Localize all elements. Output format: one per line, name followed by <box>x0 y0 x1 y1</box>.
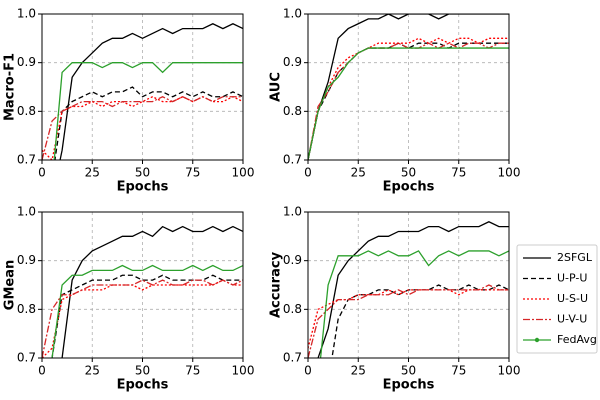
line-series <box>59 23 243 160</box>
legend-label: U-V-U <box>557 313 587 326</box>
y-tick-label: 0.8 <box>17 302 36 316</box>
panel: 0.7 0.8 0.9 1.0 0 25 50 75 100 Epochs Accuracy <box>269 205 521 393</box>
x-tick-label: 25 <box>351 364 366 378</box>
x-tick-label: 50 <box>135 166 150 180</box>
y-tick-label: 0.9 <box>17 253 36 267</box>
y-tick-label: 0.7 <box>283 351 302 365</box>
line-series <box>42 279 243 358</box>
y-axis-label: Accuracy <box>269 251 284 318</box>
y-tick-label: 1.0 <box>283 7 302 21</box>
x-axis-label: Epochs <box>117 180 169 195</box>
legend-label: U-P-U <box>557 272 587 285</box>
line-series <box>319 250 509 358</box>
y-axis-label: AUC <box>269 72 284 102</box>
line-series <box>61 225 243 358</box>
y-tick-label: 0.8 <box>17 104 36 118</box>
x-tick-label: 100 <box>232 364 255 378</box>
panel: 0.7 0.8 0.9 1.0 0 25 50 75 100 Epochs GMean <box>3 205 255 393</box>
y-tick-label: 0.8 <box>283 104 302 118</box>
x-tick-label: 100 <box>498 166 521 180</box>
line-series <box>42 96 243 160</box>
line-series <box>42 279 243 358</box>
panel: 0.7 0.8 0.9 1.0 0 25 50 75 100 Epochs AUC <box>269 7 521 195</box>
line-series <box>317 221 509 358</box>
y-tick-label: 1.0 <box>17 205 36 219</box>
x-tick-label: 50 <box>401 364 416 378</box>
plot-frame <box>307 13 510 161</box>
x-tick-label: 75 <box>451 364 466 378</box>
y-tick-label: 0.7 <box>283 153 302 167</box>
y-tick-label: 1.0 <box>283 205 302 219</box>
y-tick-label: 1.0 <box>17 7 36 21</box>
x-tick-label: 0 <box>304 166 312 180</box>
line-series <box>51 264 243 358</box>
line-series <box>308 284 509 358</box>
legend-label: U-S-U <box>557 292 588 305</box>
line-series <box>308 37 509 160</box>
y-tick-label: 0.7 <box>17 153 36 167</box>
line-series <box>308 47 509 160</box>
x-tick-label: 50 <box>135 364 150 378</box>
line-series <box>54 86 243 160</box>
x-tick-label: 75 <box>185 166 200 180</box>
y-axis-label: GMean <box>3 260 18 310</box>
legend-label: FedAvg <box>557 333 597 346</box>
x-axis-label: Epochs <box>117 378 169 393</box>
x-tick-label: 25 <box>85 166 100 180</box>
plot-frame <box>307 211 510 359</box>
x-tick-label: 75 <box>451 166 466 180</box>
x-tick-label: 25 <box>85 364 100 378</box>
legend-label: 2SFGL <box>557 251 593 264</box>
x-tick-label: 0 <box>304 364 312 378</box>
x-tick-label: 25 <box>351 166 366 180</box>
x-tick-label: 100 <box>232 166 255 180</box>
y-tick-label: 0.9 <box>283 253 302 267</box>
y-tick-label: 0.9 <box>17 55 36 69</box>
x-tick-label: 50 <box>401 166 416 180</box>
x-axis-label: Epochs <box>383 180 435 195</box>
y-axis-label: Macro-F1 <box>3 53 18 121</box>
panel: 0.7 0.8 0.9 1.0 0 25 50 75 100 Epochs Macro-F1 <box>3 7 255 195</box>
x-tick-label: 100 <box>498 364 521 378</box>
x-axis-label: Epochs <box>383 378 435 393</box>
line-series <box>308 14 509 160</box>
plot-frame <box>41 13 244 161</box>
legend-frame <box>516 244 598 354</box>
y-tick-label: 0.9 <box>283 55 302 69</box>
y-tick-label: 0.8 <box>283 302 302 316</box>
x-tick-label: 0 <box>38 364 46 378</box>
line-series <box>53 62 243 160</box>
x-tick-label: 0 <box>38 166 46 180</box>
x-tick-label: 75 <box>185 364 200 378</box>
plot-frame <box>41 211 244 359</box>
line-series <box>308 42 509 160</box>
legend: 2SFGL U-P-U U-S-U U-V-U FedAvg <box>516 244 598 354</box>
legend-marker <box>534 337 540 343</box>
y-tick-label: 0.7 <box>17 351 36 365</box>
line-series <box>51 274 243 358</box>
